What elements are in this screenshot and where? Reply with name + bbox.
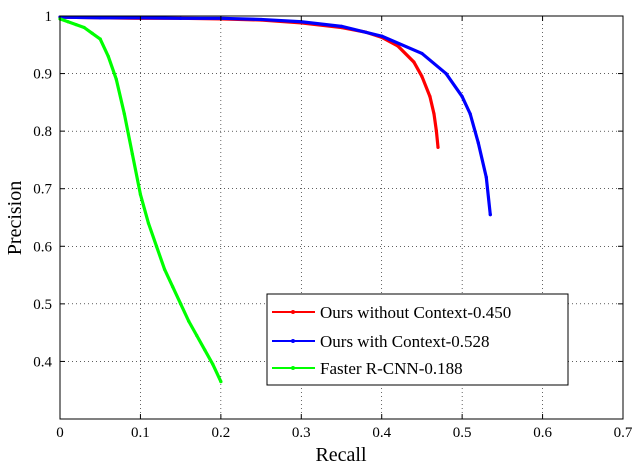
data-point — [432, 112, 436, 116]
data-point — [171, 284, 175, 289]
data-point — [412, 60, 416, 64]
data-point — [146, 221, 151, 225]
data-point — [259, 17, 263, 22]
data-point — [98, 37, 102, 41]
y-tick-label: 0.6 — [33, 239, 52, 255]
data-point — [339, 24, 344, 28]
axis-tick-labels: 0 0.1 0.2 0.3 0.4 0.5 0.6 0.7 0.4 0.5 0.6 0.7 0.8 0.9… — [33, 9, 633, 441]
data-point — [90, 31, 94, 35]
plot-frame — [59, 15, 624, 420]
data-point — [444, 71, 448, 76]
data-point — [130, 152, 134, 156]
data-point — [179, 16, 183, 20]
series-line — [58, 15, 492, 217]
x-tick-label: 0.5 — [453, 425, 472, 441]
data-point — [460, 95, 464, 99]
data-point — [484, 175, 488, 179]
data-point — [82, 25, 86, 30]
data-point — [299, 20, 303, 24]
y-tick-label: 0.8 — [33, 124, 52, 140]
x-tick-label: 0.2 — [211, 425, 230, 441]
legend-label-with-context: Ours with Context-0.528 — [320, 332, 490, 351]
legend-item-faster-rcnn: Faster R-CNN-0.188 — [272, 359, 463, 378]
data-point — [436, 145, 440, 149]
y-tick-label: 0.5 — [33, 297, 52, 313]
data-point — [219, 379, 223, 384]
data-point — [114, 77, 118, 81]
x-axis-title: Recall — [315, 444, 367, 465]
data-point — [488, 213, 492, 217]
legend-marker-faster-rcnn — [291, 366, 295, 370]
data-point — [428, 95, 432, 99]
legend-item-without-context: Ours without Context-0.450 — [272, 303, 511, 322]
x-tick-label: 0 — [56, 425, 64, 441]
data-point — [154, 244, 159, 248]
data-point — [187, 319, 191, 323]
data-point — [476, 141, 480, 145]
data-point — [66, 20, 70, 24]
series-faster-r-cnn-0-188 — [58, 17, 223, 384]
data-point — [468, 112, 472, 116]
data-point — [420, 74, 424, 79]
axis-ticks — [59, 15, 624, 419]
legend-label-without-context: Ours without Context-0.450 — [320, 303, 511, 322]
legend-label-faster-rcnn: Faster R-CNN-0.188 — [320, 359, 463, 378]
data-point — [179, 302, 183, 306]
legend-marker-with-context — [291, 339, 295, 343]
data-point — [122, 112, 126, 116]
legend-item-with-context: Ours with Context-0.528 — [272, 332, 490, 351]
x-tick-label: 0.7 — [614, 425, 633, 441]
data-point — [380, 34, 384, 38]
series-group — [58, 15, 492, 384]
legend: Ours without Context-0.450 Ours with Con… — [266, 293, 569, 386]
data-point — [434, 129, 439, 133]
data-point — [211, 362, 215, 366]
y-tick-label: 0.4 — [33, 354, 52, 370]
data-point — [138, 192, 143, 197]
data-point — [106, 54, 110, 58]
x-tick-label: 0.1 — [131, 425, 150, 441]
x-tick-label: 0.3 — [292, 425, 311, 441]
data-point — [162, 267, 167, 271]
data-point — [420, 51, 424, 56]
data-point — [74, 23, 78, 27]
data-point — [203, 348, 207, 352]
x-tick-label: 0.4 — [372, 425, 391, 441]
data-point — [98, 16, 102, 20]
y-axis-title: Precision — [4, 181, 26, 255]
legend-box — [266, 293, 569, 386]
data-point — [195, 333, 199, 338]
y-tick-label: 0.7 — [33, 182, 52, 198]
y-tick-label: 0.9 — [33, 67, 52, 83]
y-tick-label: 1 — [45, 9, 53, 25]
x-tick-label: 0.6 — [533, 425, 552, 441]
legend-marker-without-context — [291, 310, 295, 314]
